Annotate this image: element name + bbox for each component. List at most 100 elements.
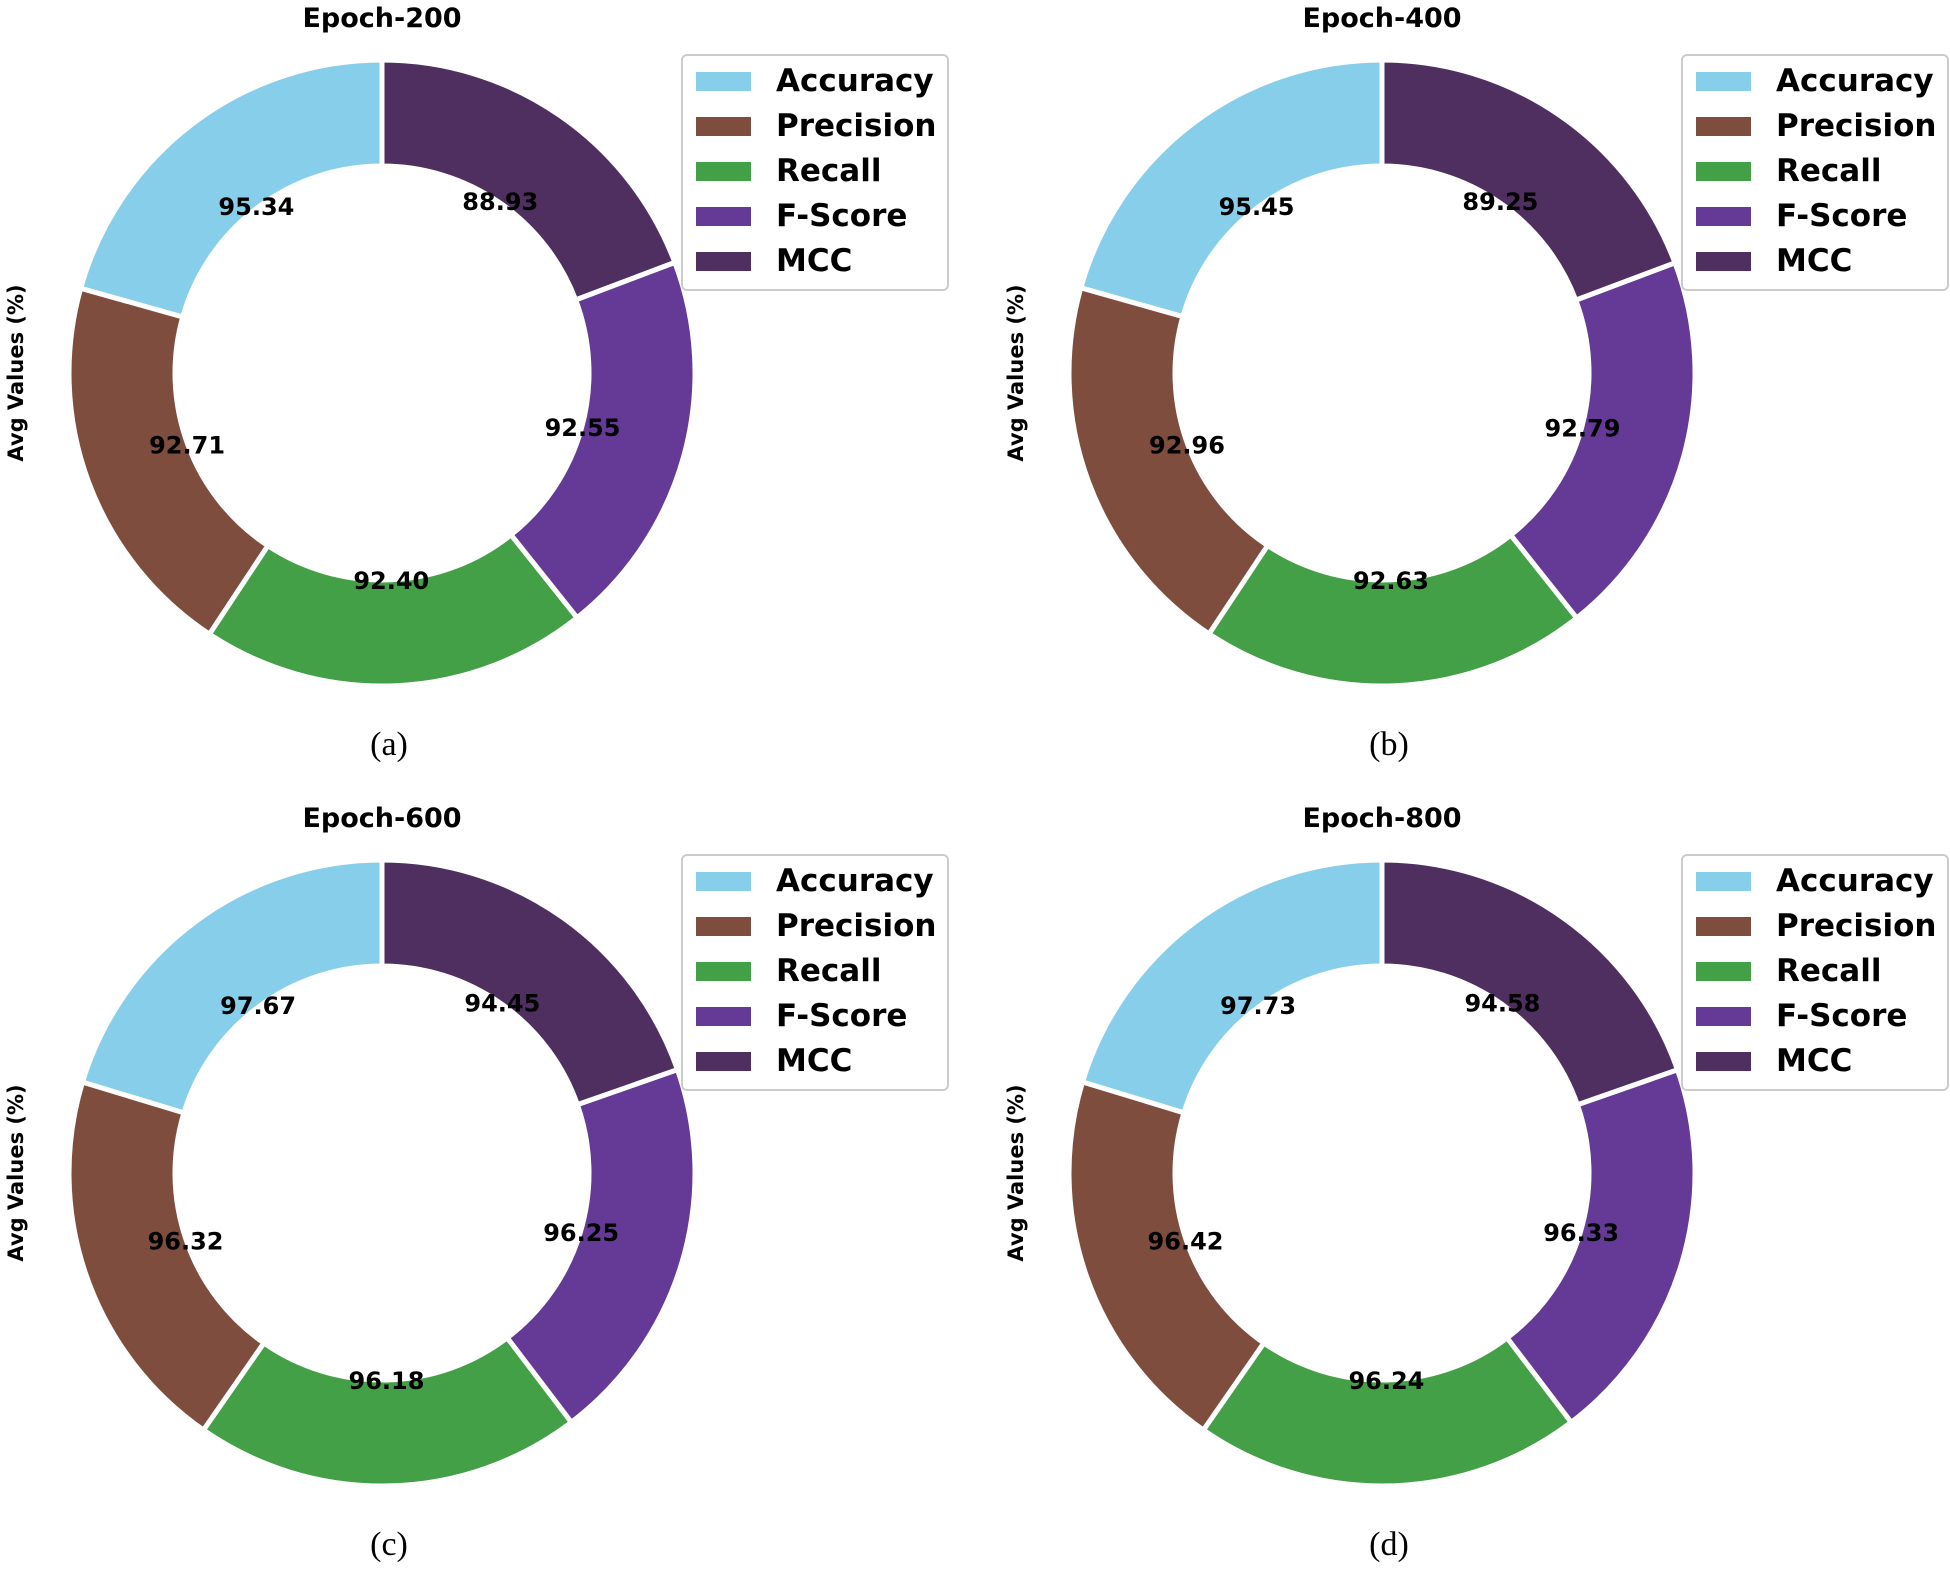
legend (681, 54, 949, 291)
chart-panel-a: Epoch-200 Avg Values (%) 95.34 92.71 92.40 92… (0, 0, 975, 779)
slice-recall (1199, 1334, 1575, 1489)
value-label: 96.24 (1348, 1367, 1424, 1395)
legend-label: F-Score (776, 998, 907, 1034)
slice-precision (66, 1078, 268, 1434)
chart-title: Epoch-800 (1302, 803, 1461, 834)
chart-panel-d: Epoch-800 Avg Values (%) 97.73 96.42 96.24 96… (1000, 800, 1950, 1579)
legend-label: Precision (776, 108, 936, 144)
value-label: 94.45 (464, 989, 540, 1017)
y-axis-label: Avg Values (%) (4, 1084, 28, 1261)
donut-chart-svg: Epoch-600 Avg Values (%) 97.67 96.32 96.18 96… (4, 803, 949, 1563)
donut-chart-svg: Epoch-400 Avg Values (%) 95.45 92.96 92.63 92… (1004, 3, 1949, 763)
subfigure-caption: (d) (1369, 1526, 1409, 1563)
legend (1681, 54, 1949, 291)
value-label: 97.73 (1220, 992, 1296, 1020)
slice-precision (66, 285, 272, 638)
chart-title: Epoch-400 (1302, 3, 1461, 34)
legend-swatch (1696, 917, 1751, 936)
legend-swatch (1696, 207, 1751, 226)
slice-recall (1205, 531, 1581, 689)
legend-swatch (696, 962, 751, 981)
slice-mcc (1379, 57, 1679, 304)
legend-swatch (1696, 252, 1751, 271)
legend-label: Precision (776, 908, 936, 944)
legend-swatch (1696, 162, 1751, 181)
slice-recall (200, 1334, 575, 1489)
legend-swatch (696, 917, 751, 936)
value-label: 92.63 (1353, 567, 1429, 595)
slice-accuracy (77, 57, 385, 321)
slice-precision (1066, 1078, 1268, 1434)
legend-label: MCC (776, 243, 852, 279)
value-label: 94.58 (1464, 989, 1540, 1017)
legend-swatch (1696, 117, 1751, 136)
y-axis-label: Avg Values (%) (1004, 1084, 1028, 1261)
legend-swatch (696, 207, 751, 226)
value-label: 92.71 (149, 432, 225, 460)
legend-swatch (696, 1007, 751, 1026)
legend-label: Recall (776, 153, 881, 189)
value-label: 88.93 (462, 188, 538, 216)
slice-mcc (379, 57, 679, 304)
value-label: 92.40 (353, 567, 429, 595)
chart-panel-b: Epoch-400 Avg Values (%) 95.45 92.96 92.63 92… (1000, 0, 1950, 779)
slice-mcc (1379, 857, 1681, 1108)
legend-label: Recall (1776, 153, 1881, 189)
legend (1681, 854, 1949, 1091)
legend-label: Accuracy (1776, 863, 1934, 899)
slice-fscore (503, 1066, 698, 1426)
legend-swatch (1696, 1052, 1751, 1071)
chart-title: Epoch-600 (302, 803, 461, 834)
legend-swatch (1696, 72, 1751, 91)
legend-label: Accuracy (1776, 63, 1934, 99)
legend-label: Accuracy (776, 63, 934, 99)
value-label: 97.67 (220, 992, 296, 1020)
subfigure-caption: (a) (370, 726, 408, 763)
legend-swatch (1696, 1007, 1751, 1026)
slice-accuracy (1079, 857, 1385, 1116)
value-label: 95.34 (218, 193, 294, 221)
value-label: 95.45 (1219, 193, 1295, 221)
value-label: 96.18 (349, 1367, 425, 1395)
value-label: 96.33 (1543, 1219, 1619, 1247)
y-axis-label: Avg Values (%) (1004, 284, 1028, 461)
legend-swatch (696, 162, 751, 181)
legend-label: Precision (1776, 908, 1936, 944)
slice-accuracy (1077, 57, 1385, 320)
legend-label: F-Score (1776, 998, 1907, 1034)
legend-swatch (696, 1052, 751, 1071)
slice-fscore (507, 259, 698, 622)
legend-label: MCC (1776, 1043, 1852, 1079)
legend-swatch (696, 872, 751, 891)
slice-accuracy (79, 857, 385, 1117)
chart-title: Epoch-200 (302, 3, 461, 34)
legend (681, 854, 949, 1091)
legend-label: Recall (776, 953, 881, 989)
legend-label: F-Score (776, 198, 907, 234)
value-label: 96.32 (148, 1227, 224, 1255)
value-label: 92.79 (1545, 414, 1621, 442)
subfigure-caption: (c) (370, 1526, 408, 1563)
slice-precision (1066, 284, 1272, 638)
value-label: 89.25 (1462, 188, 1538, 216)
legend-swatch (1696, 872, 1751, 891)
legend-swatch (696, 252, 751, 271)
value-label: 92.55 (545, 414, 621, 442)
legend-swatch (696, 72, 751, 91)
subfigure-caption: (b) (1369, 726, 1409, 763)
legend-label: F-Score (1776, 198, 1907, 234)
donut-chart-svg: Epoch-800 Avg Values (%) 97.73 96.42 96.24 96… (1004, 803, 1949, 1563)
donut-chart-svg: Epoch-200 Avg Values (%) 95.34 92.71 92.40 92… (4, 3, 949, 763)
slice-recall (206, 531, 581, 689)
value-label: 92.96 (1149, 431, 1225, 459)
slice-fscore (1503, 1066, 1698, 1426)
y-axis-label: Avg Values (%) (4, 284, 28, 461)
slice-fscore (1507, 259, 1698, 622)
legend-swatch (1696, 962, 1751, 981)
legend-label: MCC (1776, 243, 1852, 279)
legend-label: MCC (776, 1043, 852, 1079)
legend-label: Accuracy (776, 863, 934, 899)
legend-swatch (696, 117, 751, 136)
slice-mcc (379, 857, 681, 1108)
value-label: 96.42 (1148, 1227, 1224, 1255)
